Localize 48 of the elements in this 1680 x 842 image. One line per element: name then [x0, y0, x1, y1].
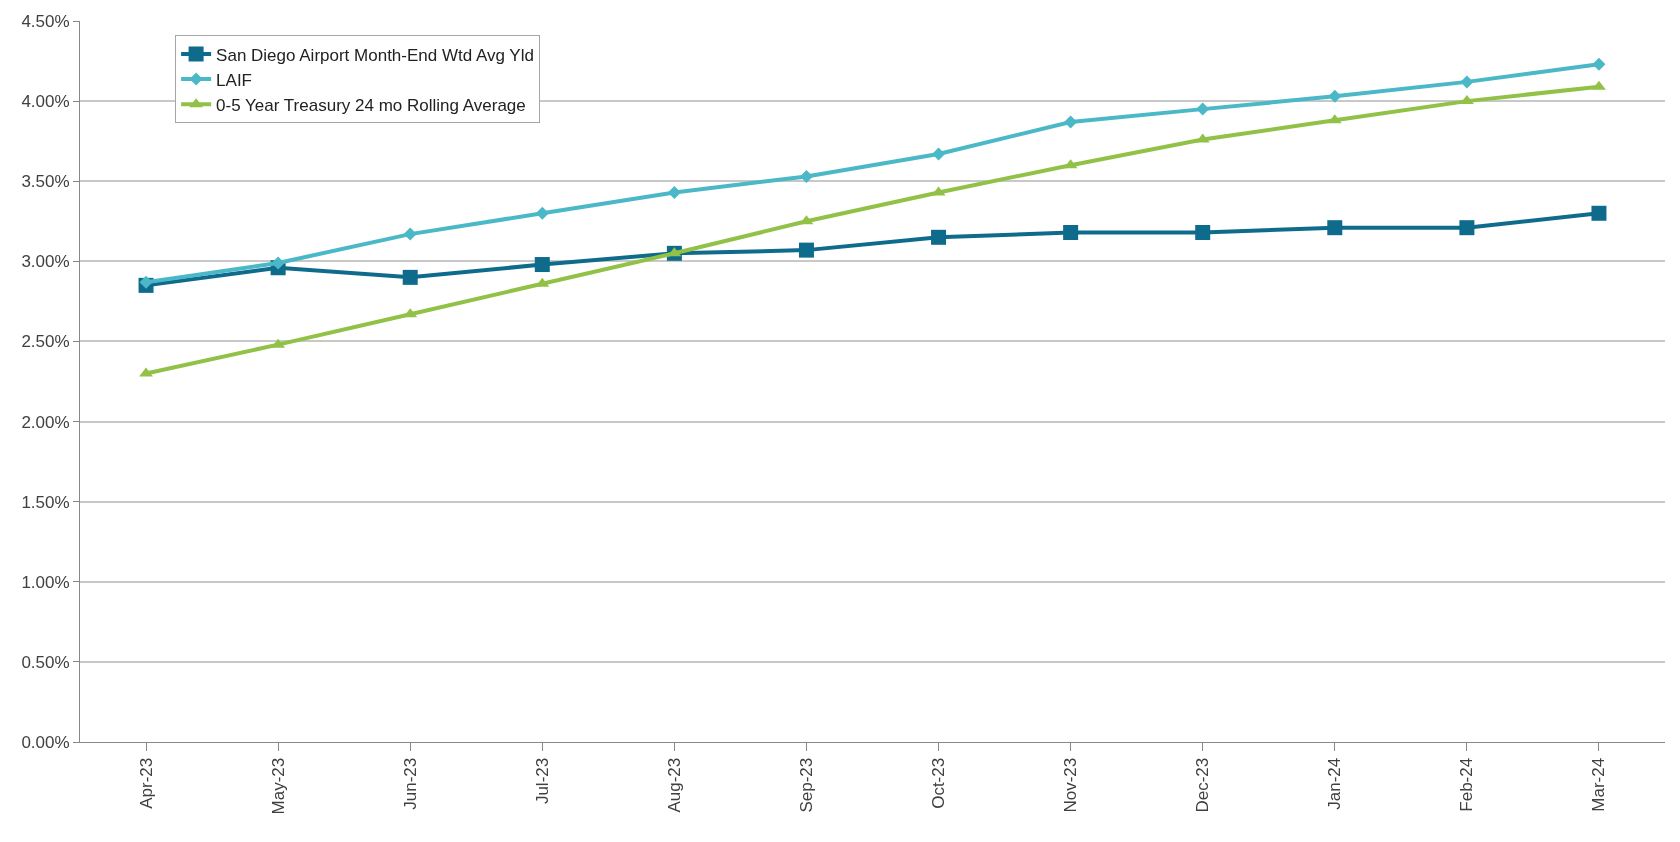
point	[1592, 80, 1606, 90]
point	[139, 275, 153, 289]
x-tick-label: Oct-23	[929, 757, 949, 809]
y-tick-label: 2.00%	[21, 412, 70, 432]
y-tick-label: 1.50%	[21, 492, 70, 512]
point	[1591, 205, 1607, 221]
point	[932, 147, 946, 161]
x-tick-label: Jun-23	[400, 757, 420, 810]
legend-label: LAIF	[216, 70, 253, 90]
x-tick-label: Nov-23	[1061, 757, 1081, 813]
x-tick-label: Mar-24	[1589, 757, 1609, 812]
point	[1063, 224, 1079, 240]
y-tick-label: 2.50%	[21, 332, 70, 352]
y-tick-label: 3.00%	[21, 252, 70, 272]
point	[1327, 220, 1343, 236]
point	[534, 257, 550, 273]
y-tick-label: 3.50%	[21, 172, 70, 192]
y-tick-label: 4.50%	[21, 11, 70, 31]
y-tick-label: 4.00%	[21, 92, 70, 112]
x-tick-label: Apr-23	[136, 757, 156, 809]
legend-label: 0-5 Year Treasury 24 mo Rolling Average	[216, 95, 526, 115]
y-tick-label: 0.50%	[21, 652, 70, 672]
point	[139, 367, 153, 377]
point	[403, 227, 417, 241]
point	[271, 256, 285, 270]
x-tick-label: Jan-24	[1325, 757, 1345, 810]
x-tick-label: Jul-23	[532, 757, 552, 805]
point	[1195, 224, 1211, 240]
point	[535, 206, 549, 220]
x-tick-label: Aug-23	[664, 757, 684, 813]
point	[1592, 57, 1606, 71]
point	[402, 269, 418, 285]
x-tick-label: Sep-23	[796, 757, 816, 813]
point	[1064, 115, 1078, 129]
point	[799, 169, 813, 183]
point	[1196, 102, 1210, 116]
point	[1460, 75, 1474, 89]
point	[1328, 89, 1342, 103]
point	[667, 185, 681, 199]
legend-label: San Diego Airport Month-End Wtd Avg Yld	[216, 45, 534, 65]
y-tick-label: 1.00%	[21, 572, 70, 592]
point	[931, 229, 947, 245]
point	[1459, 220, 1475, 236]
point	[798, 242, 814, 258]
y-tick-label: 0.00%	[21, 732, 70, 752]
x-tick-label: May-23	[268, 757, 288, 815]
x-tick-label: Dec-23	[1193, 757, 1213, 813]
x-tick-label: Feb-24	[1457, 757, 1477, 812]
